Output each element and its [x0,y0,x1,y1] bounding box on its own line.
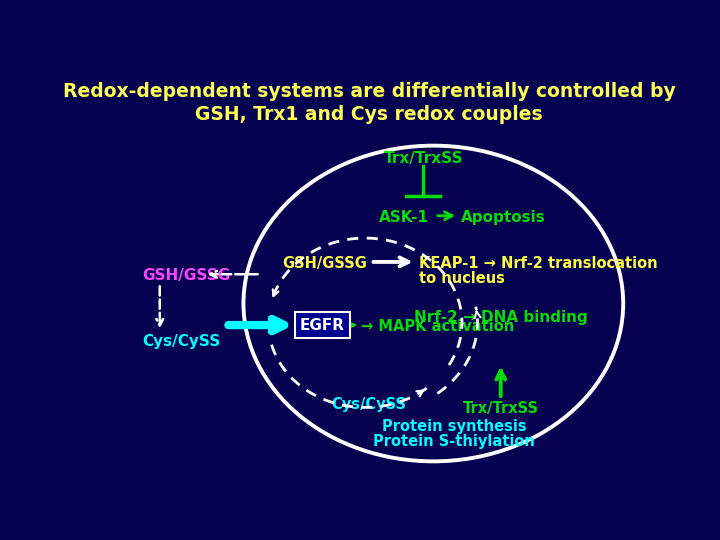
Text: Trx/TrxSS: Trx/TrxSS [384,151,463,166]
Text: Protein S-thiylation: Protein S-thiylation [373,434,535,449]
Text: EGFR: EGFR [300,318,345,333]
Text: Redox-dependent systems are differentially controlled by: Redox-dependent systems are differential… [63,82,675,101]
Text: → MAPK activation: → MAPK activation [361,319,515,334]
Text: GSH, Trx1 and Cys redox couples: GSH, Trx1 and Cys redox couples [195,105,543,124]
Text: GSH/GSSG: GSH/GSSG [282,256,367,271]
Text: to nucleus: to nucleus [418,271,505,286]
Text: Protein synthesis: Protein synthesis [382,419,526,434]
Text: GSH/GSSG: GSH/GSSG [143,268,231,283]
Text: Trx/TrxSS: Trx/TrxSS [463,401,539,415]
Text: Nrf-2 → DNA binding: Nrf-2 → DNA binding [414,309,588,325]
Text: Cys/CySS: Cys/CySS [331,397,407,413]
Text: Apoptosis: Apoptosis [461,210,545,225]
Text: ASK-1: ASK-1 [379,210,429,225]
Text: KEAP-1 → Nrf-2 translocation: KEAP-1 → Nrf-2 translocation [418,256,657,271]
FancyBboxPatch shape [294,312,351,338]
Text: Cys/CySS: Cys/CySS [143,334,221,349]
